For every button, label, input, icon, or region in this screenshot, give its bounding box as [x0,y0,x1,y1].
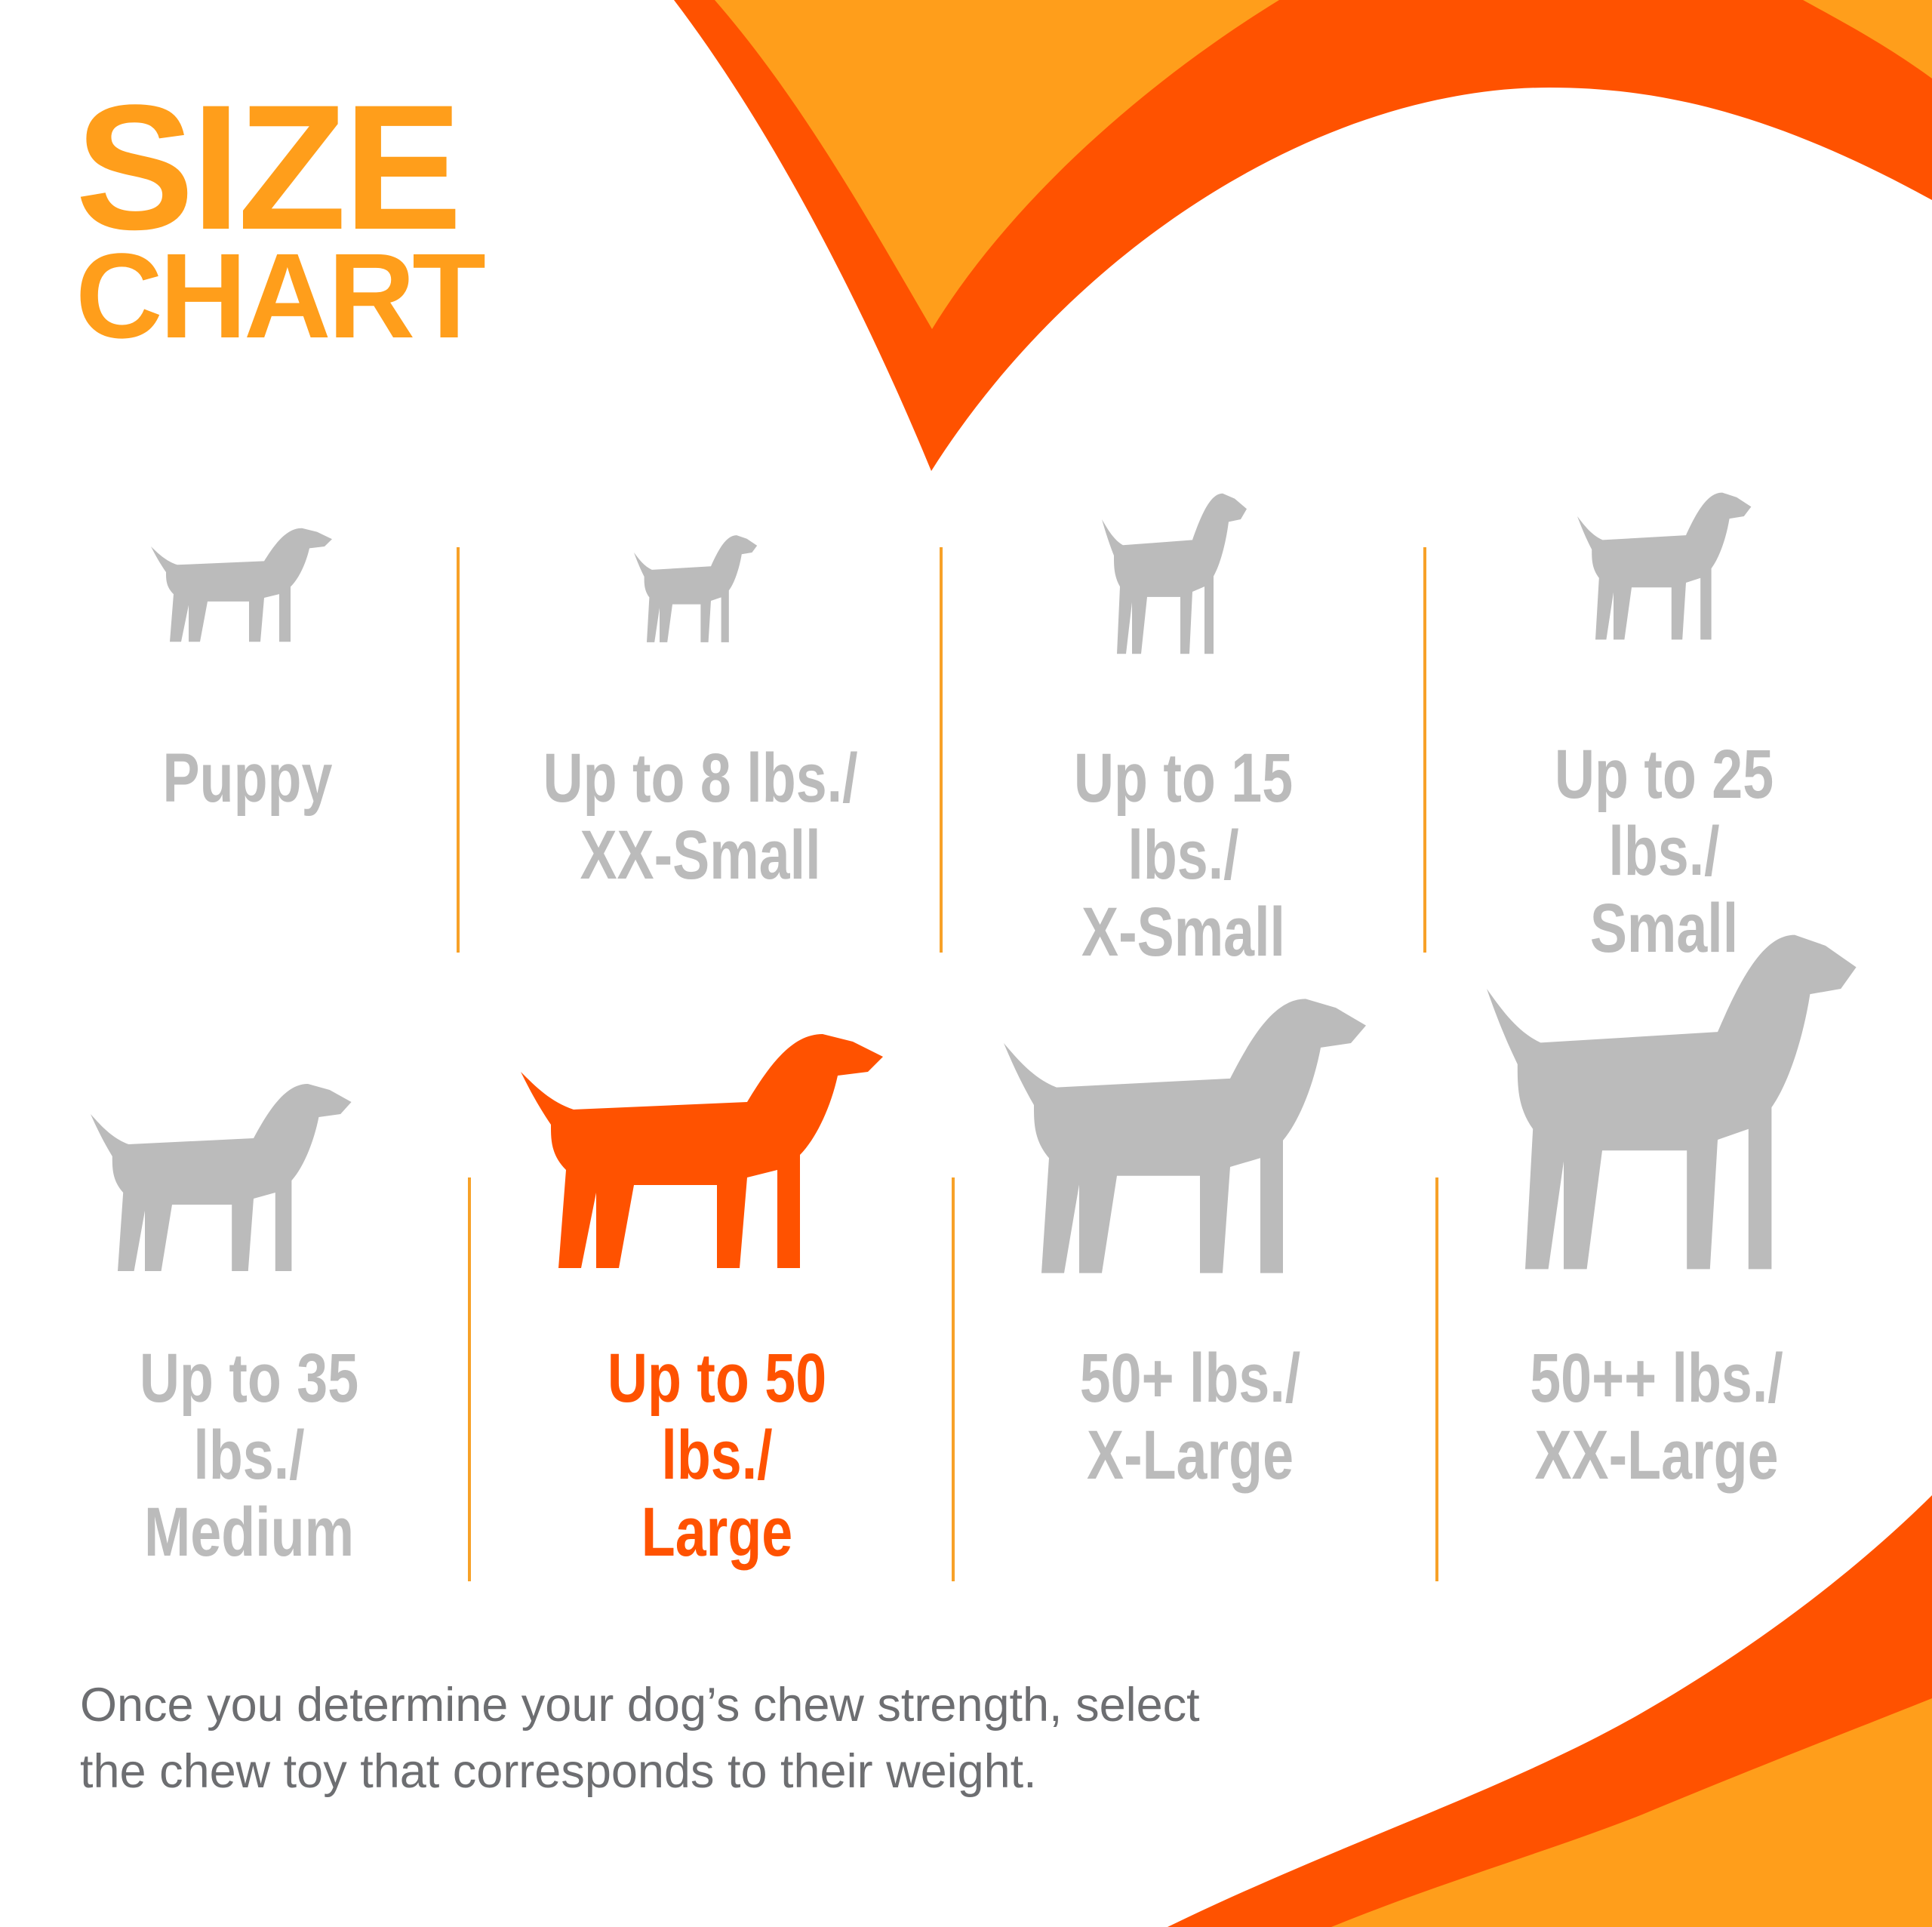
divider [1423,547,1426,953]
size-label: Up to 50 lbs./Large [548,1340,886,1571]
top-orange-swoosh [715,0,1279,329]
divider [952,1177,955,1581]
divider [1435,1177,1438,1581]
great-dane-silhouette-icon [1487,934,1857,1270]
size-label-line1: 50++ lbs./ [1530,1340,1783,1417]
size-label-line2: Large [641,1494,793,1571]
labrador-silhouette-icon [521,1034,883,1268]
size-label-line1: Up to 25 lbs./ [1554,736,1774,890]
size-label: Up to 25 lbs./Small [1495,736,1833,967]
dog-silhouette-shape [1487,934,1857,1270]
title-size: SIZE [75,68,463,267]
top-right-orange-corner [1803,0,1932,78]
size-label: 50++ lbs./XX-Large [1487,1340,1826,1494]
size-label-line1: Up to 15 lbs./ [1073,740,1294,894]
dog-silhouette-shape [151,528,332,642]
size-label-line2: X-Large [1086,1417,1294,1494]
small-terrier-silhouette-icon [1102,493,1247,654]
title-chart: CHART [75,228,486,363]
beagle-silhouette-icon [91,1084,352,1271]
size-label: 50+ lbs./X-Large [1021,1340,1359,1494]
dog-silhouette-shape [634,535,758,642]
puppy-silhouette-icon [151,528,332,642]
divider [468,1177,471,1581]
size-label: Puppy [78,740,417,817]
size-label: Up to 8 lbs./XX-Small [531,740,869,894]
size-label: Up to 15 lbs./X-Small [1014,740,1352,971]
instruction-text: Once you determine your dog’s chew stren… [80,1672,1438,1805]
shepherd-silhouette-icon [1004,999,1366,1273]
divider [940,547,943,953]
size-label-line1: Up to 8 lbs./ [543,740,858,817]
size-label-line1: Puppy [162,740,333,817]
dog-silhouette-shape [521,1034,883,1268]
instruction-line-1: Once you determine your dog’s chew stren… [80,1679,1200,1732]
yorkie-silhouette-icon [1577,492,1752,640]
bottom-orange-swoosh [1331,1698,1932,1927]
size-label-line2: X-Small [1081,894,1285,971]
size-label-line2: XX-Small [580,817,821,894]
instruction-line-2: the chew toy that corresponds to their w… [80,1745,1037,1798]
size-label-line1: Up to 35 lbs./ [139,1340,359,1494]
size-label-line2: Medium [143,1494,355,1571]
divider [457,547,460,953]
dog-silhouette-shape [91,1084,352,1271]
size-label-line2: XX-Large [1534,1417,1779,1494]
chihuahua-silhouette-icon [634,535,758,642]
size-label: Up to 35 lbs./Medium [80,1340,418,1571]
dog-silhouette-shape [1004,999,1366,1273]
size-label-line2: Small [1589,890,1739,967]
dog-silhouette-shape [1102,493,1247,654]
size-label-line1: 50+ lbs./ [1079,1340,1301,1417]
dog-silhouette-shape [1577,492,1752,640]
size-label-line1: Up to 50 lbs./ [607,1340,827,1494]
